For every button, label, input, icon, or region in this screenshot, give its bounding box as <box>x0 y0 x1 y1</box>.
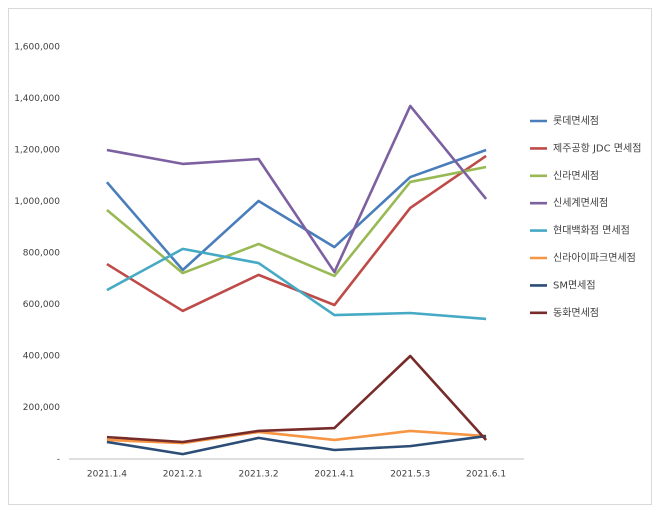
y-tick-label: 1,600,000 <box>14 43 60 53</box>
x-tick-label: 2021.5.3 <box>390 470 430 480</box>
series-line <box>106 434 487 456</box>
x-tick-label: 2021.1.4 <box>87 470 127 480</box>
legend-label: 동화면세점 <box>553 307 599 319</box>
series-line <box>106 165 487 278</box>
y-tick-label: 1,400,000 <box>14 94 60 104</box>
legend-label: 제주공항 JDC 면세점 <box>553 142 641 154</box>
legend-label: 신라면세점 <box>553 170 599 182</box>
x-tick-label: 2021.6.1 <box>466 470 506 480</box>
y-tick-label: - <box>57 455 60 465</box>
series-line <box>106 354 488 444</box>
y-tick-label: 1,200,000 <box>14 146 60 156</box>
y-tick-label: 400,000 <box>23 352 60 362</box>
y-tick-label: 600,000 <box>23 300 60 310</box>
series-line <box>106 429 487 445</box>
y-tick-label: 1,000,000 <box>14 197 60 207</box>
x-tick-label: 2021.3.2 <box>239 470 279 480</box>
chart-frame <box>8 8 652 505</box>
series-line <box>106 247 487 321</box>
legend-label: SM면세점 <box>553 279 596 291</box>
legend-label: 현대백화점 면세점 <box>553 225 630 237</box>
legend-label: 롯데면세점 <box>553 115 599 127</box>
legend-label: 신세계면세점 <box>553 197 608 209</box>
y-tick-label: 800,000 <box>23 249 60 259</box>
legend-label: 신라아이파크면세점 <box>553 252 636 264</box>
x-tick-label: 2021.4.1 <box>314 470 354 480</box>
series-line <box>106 104 488 274</box>
x-tick-label: 2021.2.1 <box>163 470 203 480</box>
y-tick-label: 200,000 <box>23 403 60 413</box>
